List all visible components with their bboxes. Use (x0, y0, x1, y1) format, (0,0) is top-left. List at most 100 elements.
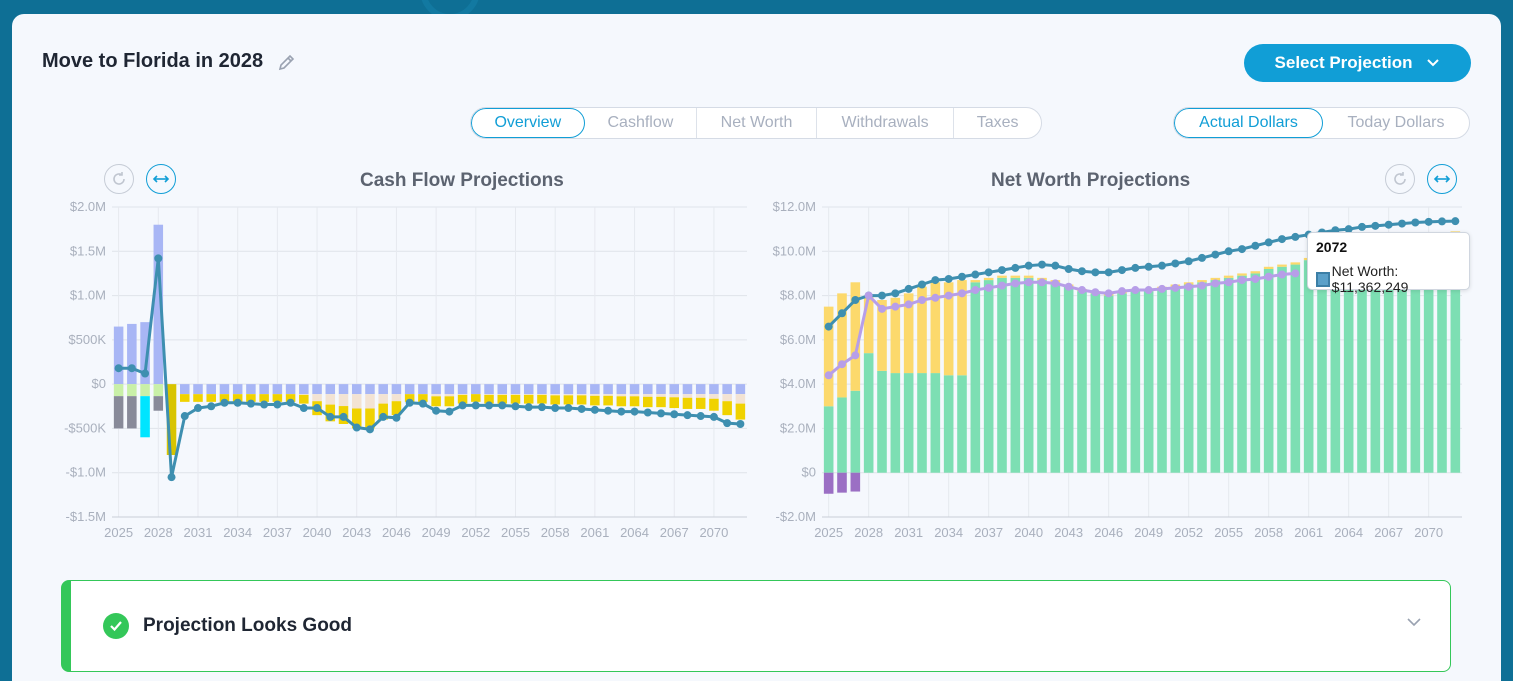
expense-bar (497, 394, 508, 404)
expense-bar (497, 394, 508, 395)
cashflow-chart[interactable]: $2.0M $1.5M $1.0M $500K $0 -$500K -$1.0M -$1.5M… (42, 197, 752, 557)
expense-bar (603, 395, 613, 406)
data-point (1344, 225, 1353, 234)
x-tick-label: 2058 (541, 525, 570, 540)
data-point (193, 404, 202, 413)
data-point (590, 405, 599, 414)
data-point (432, 406, 441, 415)
networth-chart[interactable]: $12.0M $10.0M $8.0M $6.0M $4.0M $2.0M $0 -$2.0M… (750, 197, 1470, 557)
real-estate-bar (1197, 280, 1207, 283)
expense-bar (378, 394, 388, 404)
data-point (984, 283, 993, 292)
expense-bar (285, 394, 296, 402)
data-point (643, 408, 652, 417)
data-point (1438, 217, 1446, 226)
projection-card: Move to Florida in 2028 Select Projectio… (12, 14, 1501, 681)
expense-bar (643, 396, 653, 408)
cash-bar (1277, 266, 1287, 473)
tab-withdrawals[interactable]: Withdrawals (817, 108, 955, 138)
cash-bar (890, 373, 901, 473)
x-tick-label: 2025 (814, 525, 843, 540)
y-tick-label: $8.0M (780, 288, 816, 303)
cash-bar (917, 373, 927, 473)
expense-bar (166, 384, 177, 455)
expense-bar (219, 394, 230, 402)
expense-bar (351, 394, 362, 409)
expense-bar (113, 396, 124, 429)
data-point (1278, 235, 1286, 244)
x-tick-label: 2064 (620, 525, 649, 540)
data-point (851, 296, 860, 304)
cash-bar (997, 277, 1007, 473)
reset-zoom-button-left[interactable] (104, 164, 134, 194)
data-point (326, 412, 335, 421)
data-point (1118, 287, 1126, 296)
cash-bar (1010, 277, 1021, 473)
cashflow-chart-title: Cash Flow Projections (360, 170, 564, 191)
x-tick-label: 2049 (422, 525, 451, 540)
x-tick-label: 2040 (303, 525, 332, 540)
data-point (904, 284, 913, 293)
x-tick-label: 2055 (1214, 525, 1243, 540)
expense-bar (603, 394, 613, 396)
expense-bar (550, 395, 560, 405)
data-point (1424, 217, 1433, 226)
pencil-icon[interactable] (277, 52, 297, 72)
cash-bar (1303, 260, 1314, 473)
cash-bar (823, 406, 834, 473)
data-point (851, 351, 860, 360)
real-estate-bar (1010, 275, 1021, 278)
expense-bar (484, 394, 494, 395)
expense-bar (193, 384, 203, 395)
real-estate-bar (1290, 262, 1301, 265)
expense-bar (259, 394, 269, 402)
expense-bar (232, 384, 243, 395)
series-line (118, 258, 741, 478)
reset-zoom-button-right[interactable] (1385, 164, 1415, 194)
y-tick-label: $0 (802, 465, 816, 480)
data-point (878, 304, 886, 313)
data-point (824, 322, 833, 331)
data-point (286, 398, 295, 407)
tab-actual-dollars[interactable]: Actual Dollars (1174, 108, 1323, 138)
cash-bar (943, 375, 954, 473)
expand-button-left[interactable] (146, 164, 176, 194)
expense-bar (418, 394, 428, 402)
page-title: Move to Florida in 2028 (42, 50, 264, 72)
tab-net-worth[interactable]: Net Worth (697, 108, 817, 138)
data-point (918, 280, 926, 289)
expense-bar (206, 394, 216, 402)
data-point (1171, 283, 1180, 292)
cash-bar (1317, 257, 1327, 473)
x-tick-label: 2043 (342, 525, 371, 540)
data-point (180, 412, 189, 421)
data-point (127, 364, 136, 373)
cash-bar (1290, 264, 1301, 473)
data-point (931, 276, 940, 285)
tab-today-dollars[interactable]: Today Dollars (1347, 114, 1445, 131)
tab-taxes[interactable]: Taxes (976, 114, 1019, 131)
data-point (1198, 253, 1206, 262)
status-banner[interactable]: Projection Looks Good (61, 580, 1451, 672)
data-point (365, 425, 374, 434)
select-projection-button[interactable]: Select Projection (1244, 44, 1471, 82)
tab-cashflow[interactable]: Cashflow (585, 108, 698, 138)
view-tabs: Overview Cashflow Net Worth Withdrawals … (470, 107, 1042, 139)
data-point (524, 403, 533, 412)
data-point (1224, 278, 1233, 287)
cash-bar (1357, 249, 1367, 473)
x-tick-label: 2049 (1134, 525, 1163, 540)
income-bar (153, 224, 164, 385)
chevron-down-icon[interactable] (1406, 617, 1422, 627)
data-point (1158, 284, 1166, 293)
refresh-icon (1394, 172, 1406, 185)
y-tick-label: $12.0M (773, 199, 816, 214)
check-circle-icon (103, 613, 129, 639)
tab-overview[interactable]: Overview (471, 108, 585, 138)
data-point (736, 420, 745, 428)
data-point (1411, 218, 1420, 227)
expand-button-right[interactable] (1427, 164, 1457, 194)
income-bar (127, 323, 137, 385)
expense-bar (312, 384, 322, 395)
data-point (233, 398, 242, 407)
